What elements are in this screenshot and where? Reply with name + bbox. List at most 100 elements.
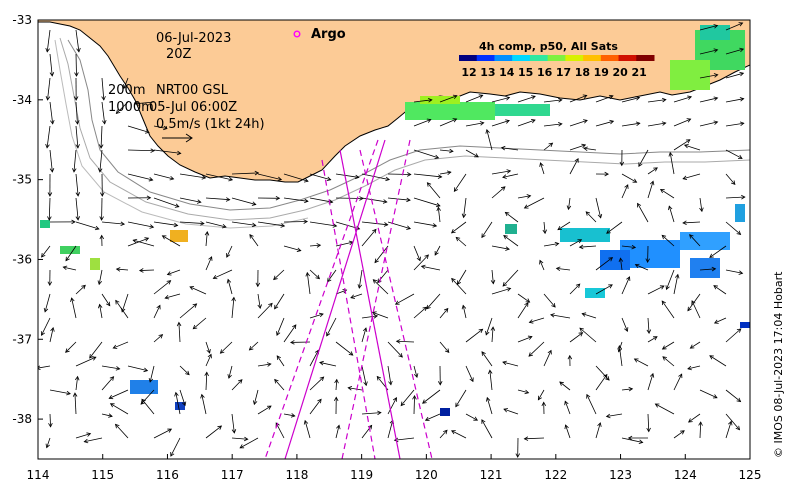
current-arrow bbox=[595, 373, 608, 391]
sst-patch bbox=[700, 25, 730, 40]
legend-title: 4h comp, p50, All Sats bbox=[479, 40, 618, 53]
current-arrow bbox=[309, 376, 325, 391]
current-arrow bbox=[455, 236, 467, 247]
current-arrow bbox=[138, 268, 155, 273]
current-arrow bbox=[687, 365, 701, 371]
current-arrow bbox=[673, 273, 680, 295]
current-arrow bbox=[523, 436, 545, 441]
current-arrow bbox=[361, 365, 368, 387]
current-arrow bbox=[361, 173, 391, 182]
current-arrow bbox=[412, 395, 417, 415]
current-arrow bbox=[413, 254, 429, 271]
current-arrow bbox=[481, 351, 493, 367]
current-vectors bbox=[38, 22, 746, 458]
current-arrow bbox=[97, 269, 103, 286]
current-arrow bbox=[439, 170, 452, 175]
legend-color-swatch bbox=[494, 55, 513, 61]
current-arrow bbox=[673, 430, 685, 439]
current-arrow bbox=[709, 245, 727, 258]
current-arrow bbox=[595, 94, 614, 103]
current-arrow bbox=[283, 324, 297, 343]
current-arrow bbox=[455, 389, 467, 408]
legend-color-swatch bbox=[459, 55, 478, 61]
current-arrow bbox=[248, 341, 259, 351]
lat-tick-label: -33 bbox=[12, 13, 32, 27]
legend-tick-label: 18 bbox=[575, 66, 590, 79]
legend-color-swatch bbox=[600, 55, 620, 61]
current-arrow bbox=[361, 327, 368, 343]
lon-tick-label: 123 bbox=[609, 468, 632, 482]
current-arrow bbox=[539, 162, 545, 175]
current-arrow bbox=[257, 173, 283, 182]
current-arrow bbox=[231, 413, 237, 434]
current-arrow bbox=[426, 182, 441, 199]
current-arrow bbox=[226, 245, 233, 258]
current-arrow bbox=[47, 269, 53, 287]
current-arrow bbox=[682, 173, 701, 181]
current-arrow bbox=[621, 121, 641, 127]
legend-tick-label: 16 bbox=[537, 66, 553, 79]
current-arrow bbox=[41, 245, 51, 258]
current-arrow bbox=[127, 148, 155, 153]
current-arrow bbox=[305, 271, 311, 295]
current-arrow bbox=[699, 96, 719, 103]
current-arrow bbox=[127, 221, 155, 229]
lon-tick-label: 118 bbox=[285, 468, 308, 482]
current-arrow bbox=[101, 77, 106, 101]
current-arrow bbox=[465, 149, 479, 158]
legend-tick-label: 12 bbox=[461, 66, 476, 79]
current-arrow bbox=[127, 365, 149, 373]
current-arrow bbox=[153, 125, 168, 131]
current-arrow bbox=[500, 145, 519, 151]
current-arrow bbox=[72, 392, 78, 415]
legend-color-swatch bbox=[476, 55, 495, 61]
current-arrow bbox=[249, 233, 259, 247]
current-arrow bbox=[283, 219, 308, 224]
current-arrow bbox=[637, 202, 649, 223]
current-arrow bbox=[621, 317, 629, 332]
current-arrow bbox=[487, 369, 493, 391]
current-arrow bbox=[257, 405, 272, 415]
legend-ticks: 12 13 14 15 16 17 18 19 20 21 bbox=[461, 66, 646, 79]
current-arrow bbox=[543, 121, 563, 127]
current-arrow bbox=[170, 437, 181, 457]
current-arrow bbox=[257, 221, 286, 228]
current-arrow bbox=[83, 437, 103, 444]
sst-patch bbox=[130, 380, 158, 394]
current-arrow bbox=[413, 149, 440, 160]
track-dashed bbox=[341, 139, 411, 459]
current-arrow bbox=[65, 341, 77, 353]
sst-patch bbox=[680, 232, 730, 250]
contour-200m-label: 200m bbox=[108, 83, 145, 98]
current-arrow bbox=[569, 157, 579, 175]
current-arrow bbox=[725, 173, 736, 186]
sst-patch bbox=[740, 322, 750, 328]
current-arrow bbox=[134, 101, 155, 106]
current-arrow bbox=[231, 436, 249, 442]
current-arrow bbox=[153, 280, 172, 295]
legend-tick-label: 13 bbox=[480, 66, 495, 79]
current-arrow bbox=[502, 360, 519, 367]
sst-patch bbox=[175, 402, 185, 410]
current-arrow bbox=[179, 197, 202, 204]
current-arrow bbox=[569, 283, 581, 295]
current-arrow bbox=[101, 365, 121, 371]
current-arrow bbox=[569, 239, 583, 247]
legend-tick-label: 21 bbox=[631, 66, 646, 79]
current-arrow bbox=[274, 293, 285, 310]
current-arrow bbox=[413, 221, 438, 228]
lon-tick-label: 115 bbox=[91, 468, 114, 482]
time-label: 20Z bbox=[166, 47, 192, 62]
current-arrow bbox=[578, 244, 597, 250]
current-arrow bbox=[465, 121, 485, 127]
current-arrow bbox=[491, 119, 510, 127]
current-arrow bbox=[647, 167, 658, 175]
current-arrow bbox=[283, 173, 309, 183]
current-arrow bbox=[153, 428, 173, 439]
current-arrow bbox=[361, 228, 377, 247]
current-arrow bbox=[374, 245, 389, 264]
current-arrow bbox=[205, 221, 227, 229]
lat-tick-label: -36 bbox=[12, 252, 32, 266]
current-arrow bbox=[673, 373, 683, 391]
current-arrow bbox=[97, 303, 103, 319]
